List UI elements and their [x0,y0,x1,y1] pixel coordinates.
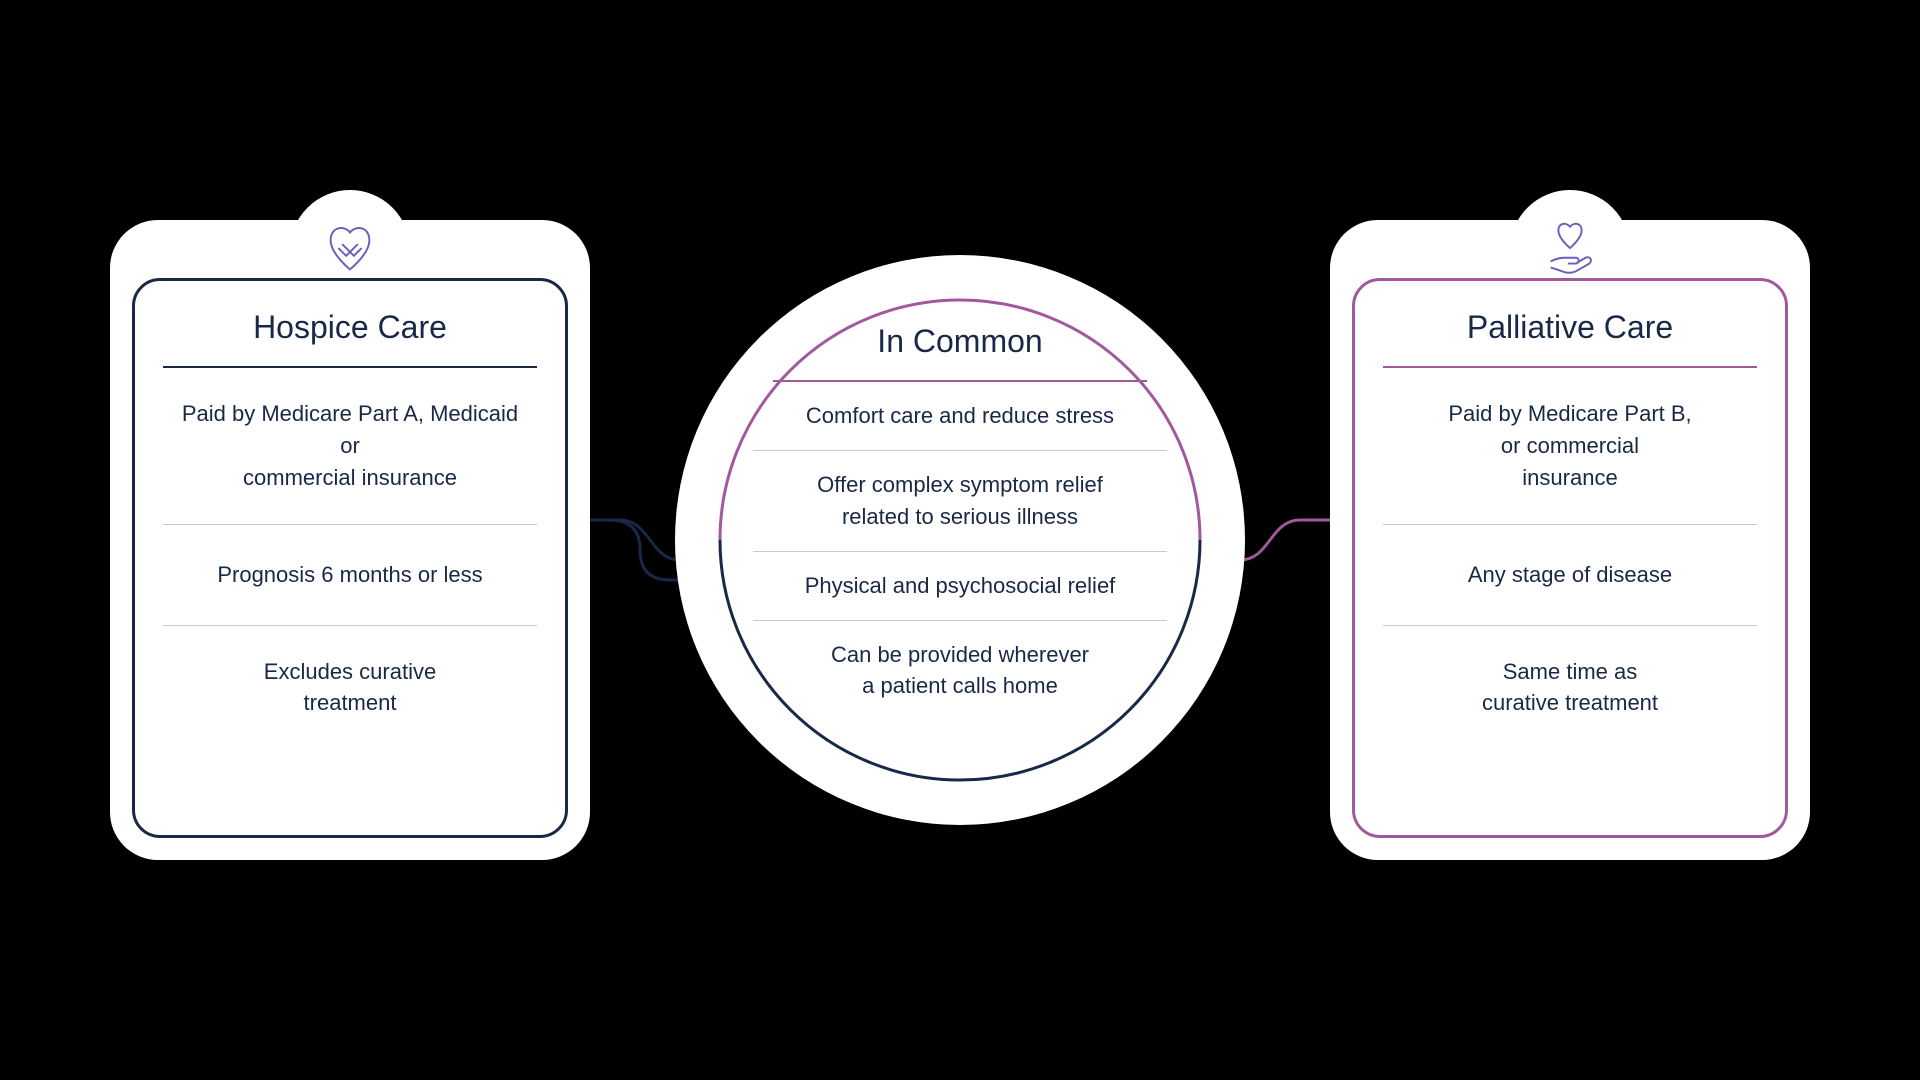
common-item-0: Comfort care and reduce stress [753,382,1167,451]
common-title: In Common [773,323,1147,382]
venn-comparison-diagram: Hospice Care Paid by Medicare Part A, Me… [80,160,1840,920]
common-item-3: Can be provided wherever a patient calls… [753,621,1167,721]
hospice-item-0: Paid by Medicare Part A, Medicaid or com… [163,368,537,525]
hospice-panel: Hospice Care Paid by Medicare Part A, Me… [132,278,568,838]
palliative-panel: Palliative Care Paid by Medicare Part B,… [1352,278,1788,838]
palliative-item-1: Any stage of disease [1383,525,1757,626]
hospice-item-2: Excludes curative treatment [163,626,537,720]
palliative-item-2: Same time as curative treatment [1383,626,1757,720]
palliative-title: Palliative Care [1383,309,1757,368]
common-item-1: Offer complex symptom relief related to … [753,451,1167,552]
palliative-item-0: Paid by Medicare Part B, or commercial i… [1383,368,1757,525]
hand-heart-icon [1539,219,1601,281]
common-item-2: Physical and psychosocial relief [753,552,1167,621]
hospice-title: Hospice Care [163,309,537,368]
handshake-heart-icon [319,219,381,281]
common-panel: In Common Comfort care and reduce stress… [695,275,1225,805]
hospice-item-1: Prognosis 6 months or less [163,525,537,626]
